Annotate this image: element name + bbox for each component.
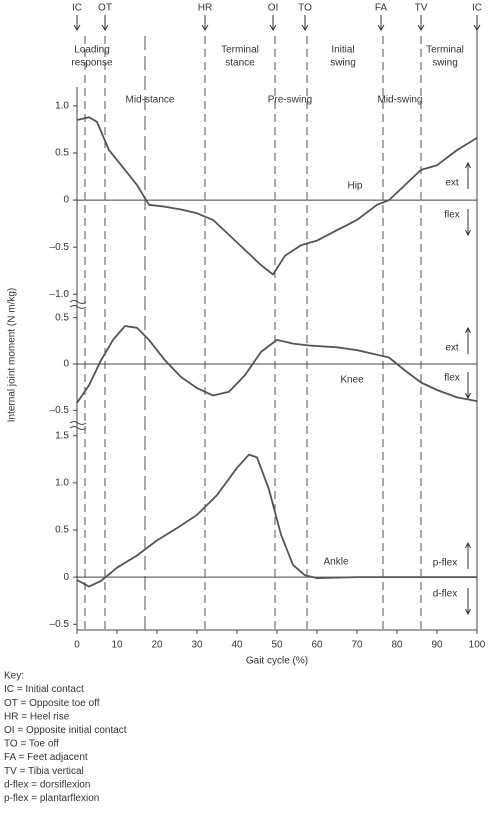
- event-label: OI: [268, 3, 279, 14]
- x-tick-label: 70: [351, 640, 363, 651]
- key-line: TV = Tibia vertical: [4, 766, 84, 777]
- key-line: FA = Feet adjacent: [4, 752, 88, 763]
- phase-label: Terminal: [426, 45, 464, 56]
- key-line: HR = Heel rise: [4, 711, 70, 722]
- panel-label: Hip: [347, 181, 362, 192]
- y-tick-label: 1.0: [55, 477, 69, 488]
- y-tick-label: 1.0: [55, 100, 69, 111]
- moment-direction-label: ext: [445, 178, 459, 189]
- x-tick-label: 100: [469, 640, 486, 651]
- event-arrow-head: [101, 24, 109, 31]
- direction-arrow-head: [465, 326, 471, 334]
- moment-curve: [76, 116, 478, 276]
- event-arrow-head: [269, 24, 277, 31]
- moment-direction-label: d-flex: [433, 589, 457, 600]
- key-line: p-flex = plantarflexion: [4, 793, 99, 804]
- direction-arrow-head: [465, 608, 471, 616]
- y-tick-label: –0.5: [50, 405, 70, 416]
- x-tick-label: 50: [271, 640, 283, 651]
- event-label: IC: [72, 3, 82, 14]
- key-line: TO = Toe off: [4, 739, 59, 750]
- moment-curve: [76, 453, 477, 588]
- phase-label: Loading: [74, 45, 110, 56]
- event-label: IC: [472, 3, 482, 14]
- moment-direction-label: flex: [444, 373, 460, 384]
- y-tick-label: 0.5: [55, 525, 69, 536]
- moment-direction-label: flex: [444, 210, 460, 221]
- direction-arrow-head: [465, 392, 471, 400]
- x-tick-label: 60: [311, 640, 323, 651]
- key-line: OT = Opposite toe off: [4, 698, 100, 709]
- event-label: OT: [98, 3, 112, 14]
- direction-arrow-head: [465, 161, 471, 169]
- key-line: IC = Initial contact: [4, 684, 84, 695]
- event-label: TV: [415, 3, 428, 14]
- direction-arrow-head: [465, 229, 471, 237]
- y-tick-label: –0.5: [50, 242, 70, 253]
- y-tick-label: 1.5: [55, 430, 69, 441]
- event-label: HR: [198, 3, 212, 14]
- phase-label: Mid-stance: [126, 95, 175, 106]
- phase-label: Initial: [331, 45, 354, 56]
- y-tick-label: 0: [63, 195, 69, 206]
- phase-label: Mid-swing: [377, 95, 422, 106]
- x-tick-label: 30: [191, 640, 203, 651]
- phase-label: stance: [225, 58, 255, 69]
- y-tick-label: –1.0: [50, 289, 70, 300]
- panel-label: Ankle: [323, 557, 348, 568]
- event-label: TO: [298, 3, 312, 14]
- y-tick-label: 0.5: [55, 148, 69, 159]
- key-line: d-flex = dorsiflexion: [4, 779, 90, 790]
- event-arrow-head: [201, 24, 209, 31]
- phase-label: response: [71, 58, 113, 69]
- x-tick-label: 10: [111, 640, 123, 651]
- moment-direction-label: p-flex: [433, 558, 457, 569]
- moment-curve: [76, 325, 478, 404]
- x-tick-label: 40: [231, 640, 243, 651]
- phase-label: Terminal: [221, 45, 259, 56]
- x-tick-label: 80: [391, 640, 403, 651]
- y-tick-label: –0.5: [50, 619, 70, 630]
- x-tick-label: 90: [431, 640, 443, 651]
- key-line: OI = Opposite initial contact: [4, 725, 127, 736]
- axis-break: [69, 300, 87, 309]
- event-arrow-head: [301, 24, 309, 31]
- event-arrow-head: [73, 24, 81, 31]
- y-tick-label: 0: [63, 359, 69, 370]
- panel-label: Knee: [340, 375, 364, 386]
- direction-arrow-head: [465, 541, 471, 549]
- event-arrow-head: [377, 24, 385, 31]
- phase-label: swing: [330, 58, 356, 69]
- x-tick-label: 0: [74, 640, 80, 651]
- y-tick-label: 0.5: [55, 312, 69, 323]
- phase-label: swing: [432, 58, 458, 69]
- y-axis-label: Internal joint moment (N m/kg): [7, 288, 18, 423]
- event-label: FA: [375, 3, 388, 14]
- phase-label: Pre-swing: [268, 95, 312, 106]
- moment-direction-label: ext: [445, 343, 459, 354]
- x-axis-label: Gait cycle (%): [246, 656, 308, 667]
- event-arrow-head: [417, 24, 425, 31]
- key-line: Key:: [4, 671, 24, 682]
- axis-break: [69, 421, 87, 430]
- x-tick-label: 20: [151, 640, 163, 651]
- y-tick-label: 0: [63, 572, 69, 583]
